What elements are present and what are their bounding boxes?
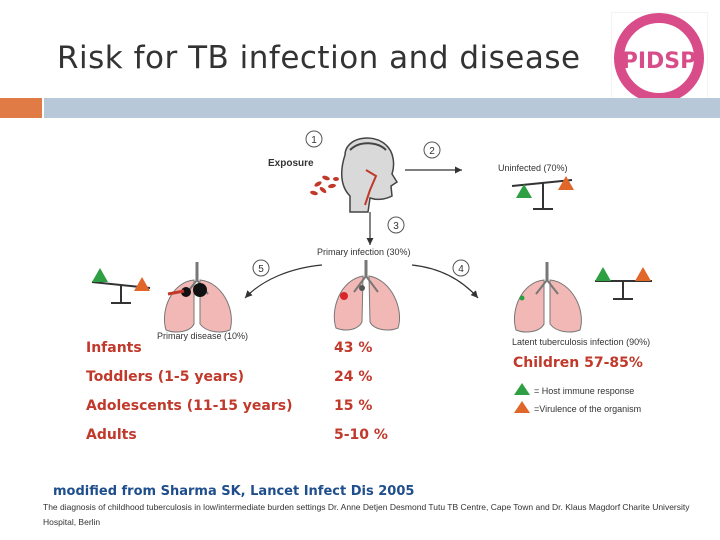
- exposure-label: Exposure: [268, 158, 314, 169]
- row-value-toddlers: 24 %: [334, 369, 373, 385]
- lungs-primary-disease-icon: [164, 262, 232, 333]
- row-value-adolescents: 15 %: [334, 398, 373, 414]
- step-3-marker: 3: [387, 216, 405, 234]
- head-profile-icon: [340, 137, 399, 213]
- row-value-infants: 43 %: [334, 340, 373, 356]
- svg-text:2: 2: [429, 146, 435, 157]
- svg-text:4: 4: [458, 264, 464, 275]
- row-label-infants: Infants: [86, 340, 142, 356]
- legend-host-immune: = Host immune response: [534, 386, 635, 396]
- row-label-adults: Adults: [86, 427, 137, 443]
- step-4-marker: 4: [452, 259, 470, 277]
- divider-band: [44, 98, 720, 118]
- row-value-adults: 5-10 %: [334, 427, 388, 443]
- footnote: The diagnosis of childhood tuberculosis …: [43, 502, 690, 527]
- step-2-marker: 2: [423, 141, 441, 159]
- latent-infection-label: Latent tuberculosis infection (90%): [512, 337, 651, 347]
- slide-title: Risk for TB infection and disease: [57, 40, 581, 76]
- pidsp-logo: PIDSP: [611, 12, 708, 104]
- svg-text:5: 5: [258, 264, 264, 275]
- legend-virulence: =Virulence of the organism: [534, 404, 642, 414]
- step-5-marker: 5: [252, 259, 270, 277]
- uninfected-label: Uninfected (70%): [498, 163, 568, 173]
- host-immune-legend-icon: [514, 383, 530, 395]
- accent-band: [0, 98, 42, 118]
- source-citation: modified from Sharma SK, Lancet Infect D…: [53, 484, 415, 499]
- lungs-latent-infection-icon: [514, 262, 582, 333]
- bacteria-icon: [310, 175, 339, 196]
- primary-disease-label: Primary disease (10%): [157, 331, 249, 341]
- svg-text:1: 1: [311, 135, 317, 146]
- children-risk-label: Children 57-85%: [513, 355, 643, 371]
- row-label-adolescents: Adolescents (11-15 years): [86, 398, 293, 414]
- step-1-marker: 1: [305, 130, 323, 148]
- arrow-to-primary-disease: [244, 264, 323, 299]
- virulence-legend-icon: [514, 401, 530, 413]
- arrow-to-latent-infection: [411, 264, 479, 299]
- balance-primary-disease: [91, 268, 151, 304]
- balance-latent: [595, 267, 652, 300]
- svg-text:3: 3: [393, 221, 399, 232]
- lungs-primary-infection-icon: [333, 260, 400, 331]
- primary-infection-label: Primary infection (30%): [317, 247, 411, 257]
- row-label-toddlers: Toddlers (1-5 years): [86, 369, 245, 385]
- logo-text: PIDSP: [622, 49, 697, 74]
- balance-uninfected: [511, 176, 574, 210]
